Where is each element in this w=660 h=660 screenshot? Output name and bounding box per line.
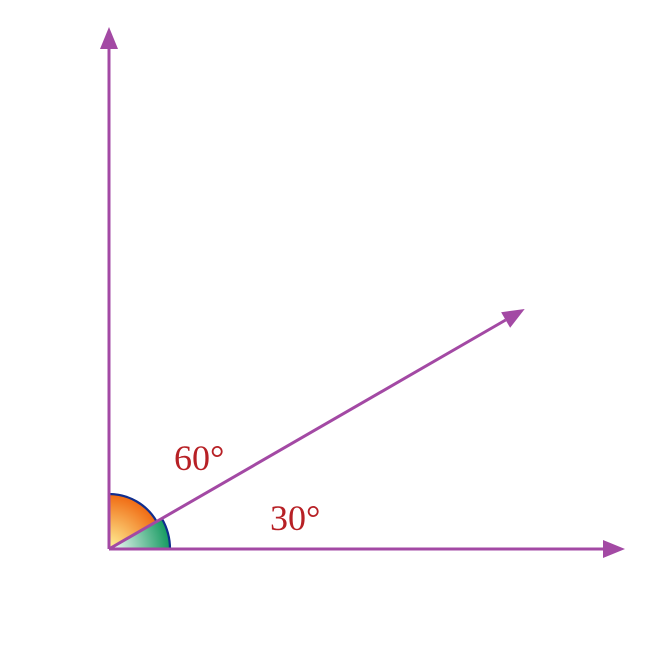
angle-diagram: 60° 30° xyxy=(0,0,660,660)
ray-horizontal xyxy=(109,540,625,558)
angle-label-30: 30° xyxy=(270,498,320,538)
angle-label-60: 60° xyxy=(174,438,224,478)
ray-vertical xyxy=(100,27,118,549)
